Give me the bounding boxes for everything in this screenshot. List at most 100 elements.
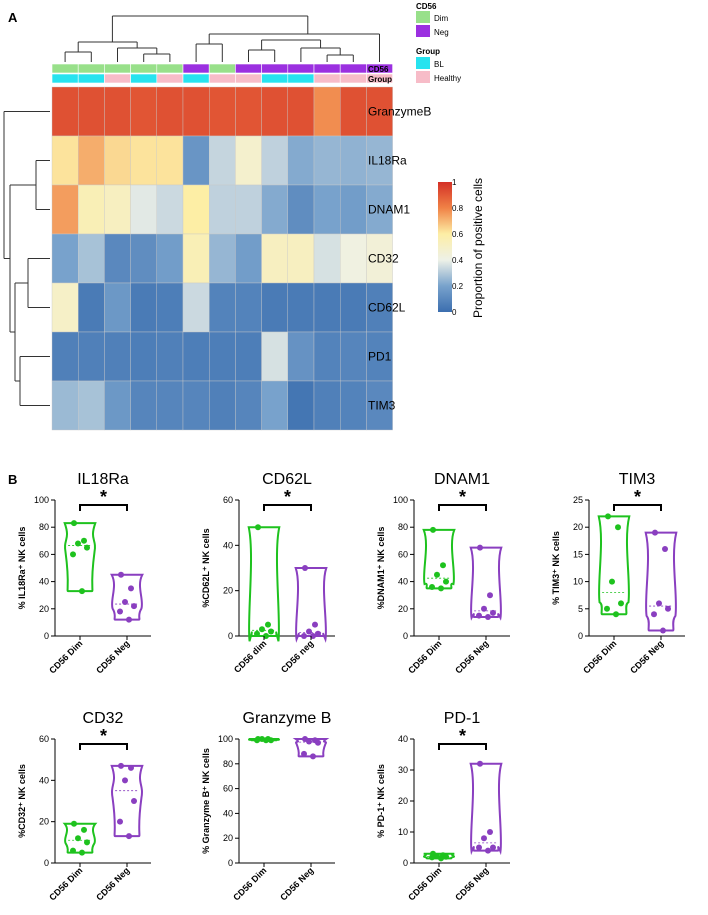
data-point <box>118 762 124 769</box>
heatmap-cell <box>104 135 131 186</box>
heatmap-cell <box>182 380 210 431</box>
legend-swatch-neg <box>416 25 430 37</box>
heatmap-cell <box>340 331 367 382</box>
heatmap-cell <box>366 86 393 137</box>
legend-swatch-bl <box>416 57 430 69</box>
y-tick-label: 80 <box>39 522 49 532</box>
violin-shape <box>63 522 97 593</box>
annotation-cell-cd56 <box>208 63 236 74</box>
data-point <box>128 585 134 592</box>
annotation-cell-cd56 <box>261 63 289 74</box>
x-tick-label: CD56 Neg <box>278 865 315 902</box>
y-tick-label: 40 <box>398 734 408 744</box>
heatmap-cell <box>261 233 289 284</box>
y-axis-label: % TIM3⁺ NK cells <box>551 531 561 605</box>
data-point <box>487 592 493 599</box>
data-point <box>306 738 312 745</box>
data-point <box>312 621 318 628</box>
annotation-cell-group <box>130 73 158 84</box>
heatmap-cell <box>366 233 393 284</box>
legend-label-dim: Dim <box>434 14 449 23</box>
x-tick-label: CD56 Neg <box>628 638 665 675</box>
data-point <box>438 855 444 862</box>
y-tick-label: 0 <box>44 858 49 868</box>
colorbar-tick-label: 1 <box>452 178 457 187</box>
heatmap-cell <box>208 282 236 333</box>
violin-shape <box>422 528 456 590</box>
marker-label: CD32 <box>368 252 399 266</box>
annotation-cell-cd56 <box>235 63 262 74</box>
y-tick-label: 0 <box>403 631 408 641</box>
heatmap-cell <box>77 86 105 137</box>
annotation-cell-group <box>339 73 367 84</box>
heatmap-cell <box>235 184 262 235</box>
significance-bracket <box>263 504 312 511</box>
data-point <box>268 628 274 635</box>
violin-chart: CD62L 0 20 40 60 %CD62L⁺ NK cells CD56 dim CD56… <box>201 471 335 675</box>
legend-cd56-title: CD56 <box>416 2 437 11</box>
x-tick-label: CD56 Neg <box>94 865 131 902</box>
data-point <box>301 750 307 757</box>
heatmap-cell <box>235 233 262 284</box>
heatmap-cell <box>182 135 210 186</box>
y-axis-label: % IL18Ra⁺ NK cells <box>17 527 27 610</box>
data-point <box>70 551 76 558</box>
data-point <box>481 835 487 842</box>
data-point <box>302 565 308 571</box>
heatmap-cell <box>156 86 184 137</box>
violin-shape <box>110 573 144 621</box>
heatmap-cell <box>130 331 158 382</box>
y-tick-label: 5 <box>578 604 583 614</box>
heatmap-cell <box>130 282 158 333</box>
heatmap-cell <box>235 86 262 137</box>
significance-marker: * <box>459 726 466 746</box>
annotation-cell-cd56 <box>313 63 341 74</box>
annotation-cell-group <box>235 73 262 84</box>
heatmap-cell <box>51 282 79 333</box>
marker-label: CD62L <box>368 301 406 315</box>
heatmap-cell <box>130 233 158 284</box>
y-tick-label: 15 <box>573 549 583 559</box>
violin-chart: CD32 0 20 40 60 %CD32⁺ NK cells CD56 Dim CD56 N… <box>17 710 151 902</box>
heatmap-cell <box>235 331 262 382</box>
annotation-cell-cd56 <box>182 63 210 74</box>
heatmap-cell <box>208 135 236 186</box>
y-tick-label: 60 <box>223 784 233 794</box>
data-point <box>476 612 482 619</box>
y-tick-label: 100 <box>34 495 49 505</box>
heatmap-cell <box>313 135 341 186</box>
data-point <box>81 826 87 833</box>
data-point <box>263 737 269 744</box>
colorbar-tick-label: 0.6 <box>452 230 464 239</box>
legend-label-neg: Neg <box>434 28 449 37</box>
legend-label-healthy: Healthy <box>434 74 461 83</box>
heatmap-cell <box>313 282 341 333</box>
heatmap-cell <box>261 380 289 431</box>
annotation-cell-cd56 <box>77 63 105 74</box>
annotation-cell-group <box>182 73 210 84</box>
violin-chart: Granzyme B 0 20 40 60 80 100 % Granzyme B⁺ NK c… <box>201 710 335 902</box>
heatmap-cell <box>208 233 236 284</box>
x-tick-label: CD56 Neg <box>94 638 131 675</box>
heatmap-cell <box>340 380 367 431</box>
heatmap-cell <box>261 331 289 382</box>
heatmap-cell <box>313 184 341 235</box>
data-point <box>254 737 260 744</box>
violin-chart: IL18Ra 0 20 40 60 80 100 % IL18Ra⁺ NK cells CD56… <box>17 471 151 675</box>
colorbar <box>438 182 452 312</box>
heatmap-cell <box>104 233 131 284</box>
heatmap-cell <box>156 331 184 382</box>
heatmap-cell <box>261 86 289 137</box>
x-tick-label: CD56 neg <box>279 638 315 674</box>
y-axis-label: % Granzyme B⁺ NK cells <box>201 748 211 854</box>
annotation-cell-cd56 <box>156 63 184 74</box>
annotation-cell-cd56 <box>287 63 315 74</box>
annotation-cell-group <box>313 73 341 84</box>
colorbar-tick-label: 0.2 <box>452 282 464 291</box>
heatmap-cell <box>366 282 393 333</box>
data-point <box>84 839 90 846</box>
marker-label: DNAM1 <box>368 203 410 217</box>
y-tick-label: 10 <box>573 577 583 587</box>
significance-bracket <box>438 743 487 750</box>
